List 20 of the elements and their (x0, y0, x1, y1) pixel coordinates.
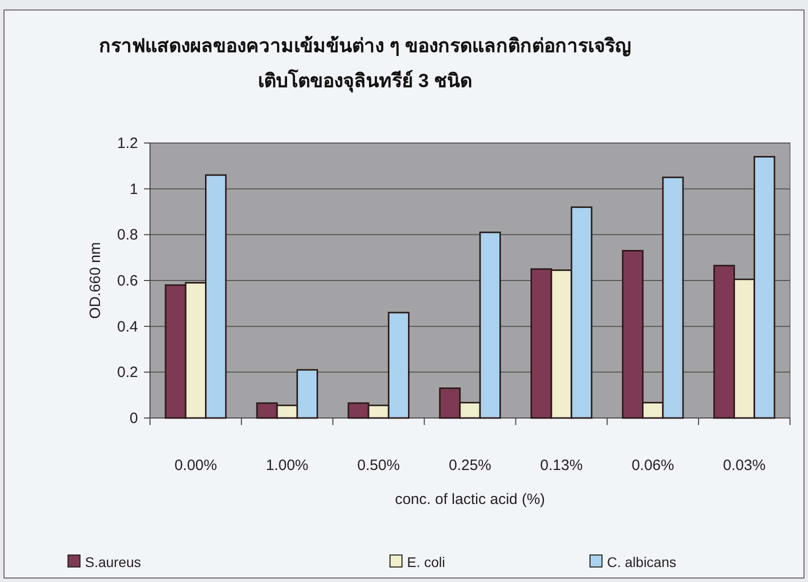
y-tick-label: 0.2 (117, 364, 138, 382)
y-axis-title: OD.660 nm (87, 242, 104, 319)
x-tick-label: 0.03% (723, 457, 766, 474)
y-tick-label: 0.8 (117, 226, 138, 244)
legend-label: S.aureus (85, 554, 142, 570)
x-tick-label: 0.06% (632, 457, 674, 474)
y-tick-label: 0 (130, 410, 138, 427)
chart-title: กราฟแสดงผลของความเข้มข้นต่าง ๆ ของกรดแลกติกต่อการเจริญ เติบโตของจุลินทรีย์ 3 ชนิด (99, 35, 631, 93)
y-tick-label: 1.2 (117, 135, 138, 152)
x-axis-title: conc. of lactic acid (%) (394, 491, 546, 508)
x-tick-label: 0.25% (448, 457, 492, 474)
y-tick-label: 1 (130, 180, 138, 198)
x-tick-label: 0.50% (357, 457, 400, 474)
y-tick-label: 0.6 (117, 272, 138, 290)
y-tick-label: 0.4 (117, 318, 138, 336)
x-tick-label: 0.13% (540, 457, 583, 474)
legend-label: C. albicans (607, 554, 676, 570)
x-tick-label: 0.00% (174, 457, 217, 474)
x-tick-label: 1.00% (266, 457, 308, 474)
legend-label: E. coli (407, 554, 446, 570)
